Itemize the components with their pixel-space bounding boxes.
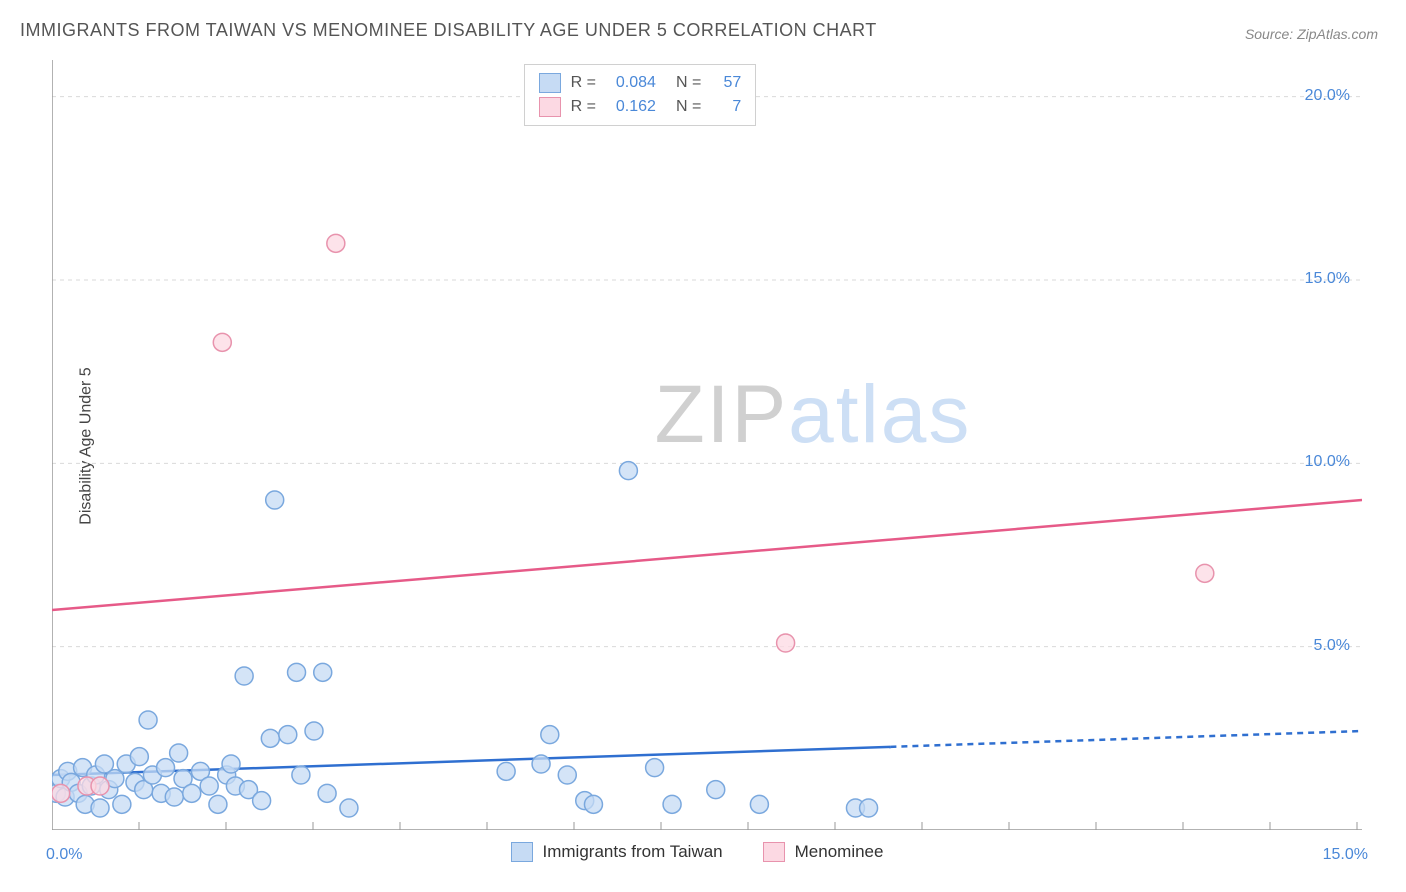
n-value: 7 xyxy=(711,95,741,119)
legend-swatch xyxy=(539,97,561,117)
source-attribution: Source: ZipAtlas.com xyxy=(1245,26,1378,42)
axis-tick-label: 0.0% xyxy=(46,846,82,864)
chart-title: IMMIGRANTS FROM TAIWAN VS MENOMINEE DISA… xyxy=(20,20,877,41)
axis-tick-label: 15.0% xyxy=(1305,270,1350,288)
series-legend-label: Immigrants from Taiwan xyxy=(543,842,723,862)
r-label: R = xyxy=(571,71,596,95)
stats-legend-row: R = 0.162 N = 7 xyxy=(539,95,742,119)
legend-swatch xyxy=(539,73,561,93)
legend-swatch xyxy=(763,842,785,862)
r-value: 0.084 xyxy=(606,71,656,95)
n-label: N = xyxy=(676,71,701,95)
series-legend-item: Menominee xyxy=(763,842,884,862)
r-value: 0.162 xyxy=(606,95,656,119)
series-legend-item: Immigrants from Taiwan xyxy=(511,842,723,862)
stats-legend-row: R = 0.084 N = 57 xyxy=(539,71,742,95)
stats-legend: R = 0.084 N = 57 R = 0.162 N = 7 xyxy=(524,64,757,126)
series-legend-label: Menominee xyxy=(795,842,884,862)
axis-tick-label: 10.0% xyxy=(1305,453,1350,471)
correlation-scatter-chart xyxy=(52,60,1362,830)
axis-tick-label: 20.0% xyxy=(1305,87,1350,105)
n-label: N = xyxy=(676,95,701,119)
legend-swatch xyxy=(511,842,533,862)
n-value: 57 xyxy=(711,71,741,95)
axis-tick-label: 5.0% xyxy=(1314,637,1350,655)
r-label: R = xyxy=(571,95,596,119)
series-legend: Immigrants from Taiwan Menominee xyxy=(511,842,884,862)
axis-tick-label: 15.0% xyxy=(1323,846,1368,864)
